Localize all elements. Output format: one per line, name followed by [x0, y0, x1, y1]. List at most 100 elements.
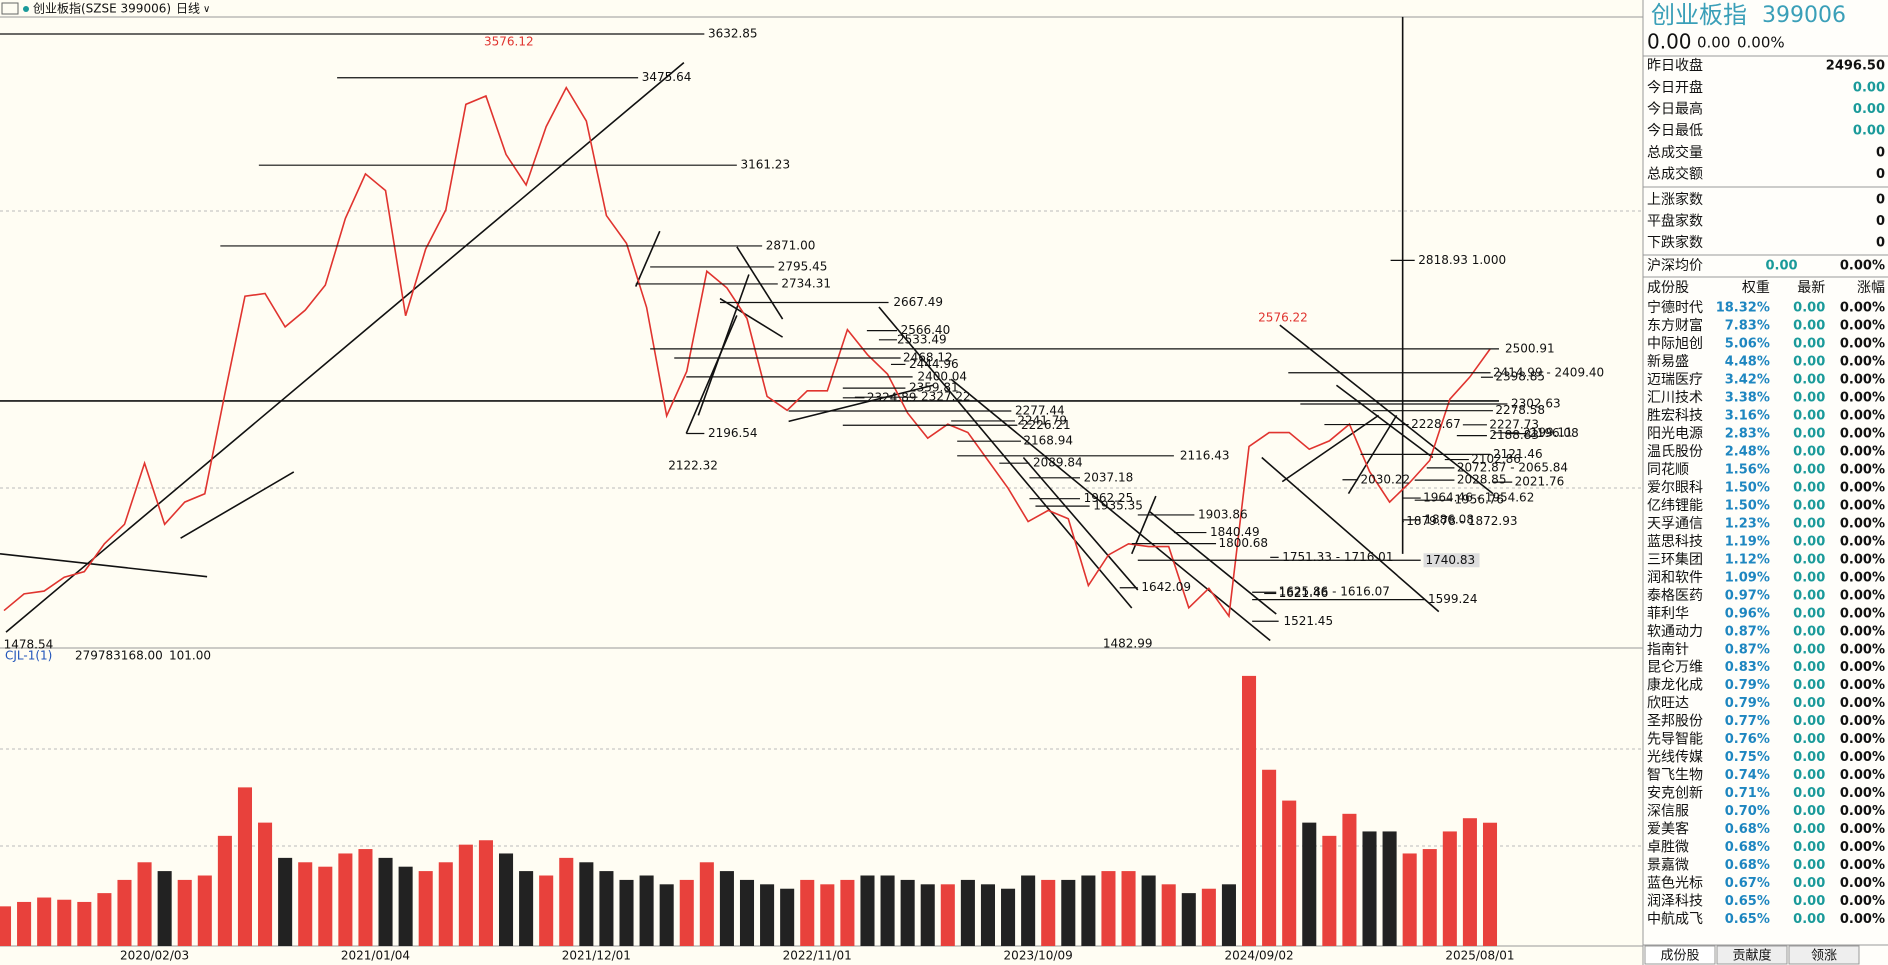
volume-bar	[780, 888, 795, 946]
indicator-value: 279783168.00	[75, 649, 163, 663]
stock-name[interactable]: 智飞生物	[1647, 768, 1703, 784]
stock-name[interactable]: 中航成飞	[1647, 911, 1703, 927]
stock-name[interactable]: 光线传媒	[1647, 750, 1703, 766]
x-tick-label: 2025/08/01	[1445, 949, 1514, 963]
stock-cell: 0.00	[1793, 894, 1825, 909]
stock-name[interactable]: 宁德时代	[1647, 299, 1703, 316]
stock-name[interactable]: 胜宏科技	[1647, 408, 1703, 424]
volume-bar	[1021, 875, 1036, 946]
level-label: 2302.63	[1511, 397, 1561, 411]
stock-name[interactable]: 中际旭创	[1647, 336, 1703, 352]
stock-cell: 0.00	[1793, 480, 1825, 495]
stock-name[interactable]: 爱美客	[1647, 821, 1689, 838]
stock-cell: 1.23%	[1725, 516, 1770, 531]
level-label: 2667.49	[893, 295, 943, 309]
stock-cell: 1.50%	[1725, 480, 1770, 495]
level-label: 3161.23	[740, 158, 790, 172]
stock-cell: 0.00	[1793, 840, 1825, 855]
tab[interactable]	[1644, 945, 1716, 965]
stock-name[interactable]: 昆仑万维	[1647, 660, 1703, 676]
stock-cell: 0.00%	[1840, 391, 1885, 406]
stock-name[interactable]: 爱尔眼科	[1647, 480, 1703, 496]
stock-cell: 0.00%	[1840, 480, 1885, 495]
stock-name[interactable]: 卓胜微	[1647, 839, 1689, 855]
stock-cell: 0.74%	[1725, 768, 1770, 783]
stock-cell: 0.00%	[1840, 373, 1885, 388]
stat-value: 0.00%	[1840, 259, 1885, 274]
stock-name[interactable]: 深信服	[1647, 804, 1689, 820]
period-select[interactable]: 日线	[176, 2, 200, 16]
stock-name[interactable]: 泰格医药	[1647, 588, 1703, 604]
stock-name[interactable]: 景嘉微	[1647, 857, 1689, 873]
stock-name[interactable]: 亿纬锂能	[1647, 498, 1703, 514]
stat-value: 0.00	[1765, 259, 1797, 274]
stock-name[interactable]: 天孚通信	[1647, 516, 1703, 532]
trend-line	[685, 315, 738, 434]
level-label: 1625.86 - 1616.07	[1279, 585, 1390, 599]
volume-bar	[1201, 888, 1216, 946]
stock-name[interactable]: 润和软件	[1647, 570, 1703, 586]
volume-bar	[1221, 884, 1236, 946]
stock-name[interactable]: 阳光电源	[1647, 426, 1703, 442]
level-label: 1840.49	[1210, 525, 1260, 539]
stock-name[interactable]: 三环集团	[1647, 551, 1703, 568]
stock-name[interactable]: 迈瑞医疗	[1647, 372, 1703, 388]
level-label: 2324.89	[867, 390, 917, 404]
tab-label[interactable]: 贡献度	[1732, 948, 1771, 964]
volume-bar	[519, 871, 534, 946]
menu-icon[interactable]	[1, 2, 19, 15]
stock-cell: 0.00%	[1840, 463, 1885, 478]
stock-name[interactable]: 指南针	[1647, 642, 1689, 658]
stock-name[interactable]: 欣旺达	[1647, 696, 1689, 712]
volume-bar	[197, 875, 212, 946]
symbol-title: 创业板指(SZSE 399006)	[33, 1, 171, 16]
level-label: 2444.96	[909, 357, 959, 371]
x-tick-label: 2021/12/01	[562, 949, 631, 963]
stock-cell: 0.00%	[1840, 912, 1885, 927]
stock-name[interactable]: 康龙化成	[1647, 677, 1703, 694]
stock-name[interactable]: 汇川技术	[1647, 390, 1703, 406]
stock-name[interactable]: 润泽科技	[1647, 893, 1703, 909]
stock-name[interactable]: 菲利华	[1647, 606, 1689, 622]
stock-cell: 0.71%	[1725, 786, 1770, 801]
stock-name[interactable]: 温氏股份	[1647, 444, 1703, 460]
stock-cell: 0.70%	[1725, 804, 1770, 819]
tab[interactable]	[1716, 945, 1788, 965]
price-line	[3, 86, 1491, 619]
stock-cell: 0.00	[1793, 337, 1825, 352]
indicator-value: 101.00	[169, 649, 211, 663]
tab-label[interactable]: 领涨	[1811, 949, 1837, 964]
volume-bar	[1382, 831, 1397, 946]
dropdown-caret[interactable]: ∨	[203, 4, 210, 15]
stock-cell: 3.38%	[1725, 391, 1770, 406]
level-label: 2398.85	[1495, 370, 1545, 384]
tab[interactable]	[1788, 945, 1860, 965]
last-price: 0.00	[1647, 30, 1692, 54]
stock-cell: 0.00	[1793, 858, 1825, 873]
stock-name[interactable]: 同花顺	[1647, 462, 1689, 478]
stock-name[interactable]: 新易盛	[1647, 354, 1689, 370]
stock-cell: 0.00%	[1840, 445, 1885, 460]
stock-name[interactable]: 先导智能	[1647, 732, 1703, 748]
volume-bar	[900, 879, 915, 946]
x-tick-label: 2020/02/03	[120, 949, 189, 963]
tab-label[interactable]: 成份股	[1660, 949, 1699, 964]
indicator-name[interactable]: CJL-1(1)	[5, 649, 52, 663]
stock-name[interactable]: 圣邦股份	[1647, 714, 1703, 730]
level-label: 1751.33 - 1716.01	[1282, 550, 1393, 564]
stock-cell: 0.68%	[1725, 840, 1770, 855]
stock-name[interactable]: 安克创新	[1647, 786, 1703, 802]
stat-value: 2496.50	[1826, 59, 1885, 74]
volume-bar	[1101, 871, 1116, 946]
stock-name[interactable]: 东方财富	[1647, 317, 1703, 334]
level-label: 2028.85	[1457, 473, 1507, 487]
level-label: 2168.94	[1023, 434, 1073, 448]
stock-name[interactable]: 蓝思科技	[1647, 534, 1703, 550]
stock-name[interactable]: 蓝色光标	[1647, 874, 1703, 891]
level-label: 3576.12	[484, 34, 534, 48]
level-label: 1903.86	[1198, 507, 1248, 521]
stock-cell: 0.00%	[1840, 516, 1885, 531]
volume-bar	[920, 884, 935, 946]
stock-name[interactable]: 软通动力	[1647, 624, 1703, 640]
